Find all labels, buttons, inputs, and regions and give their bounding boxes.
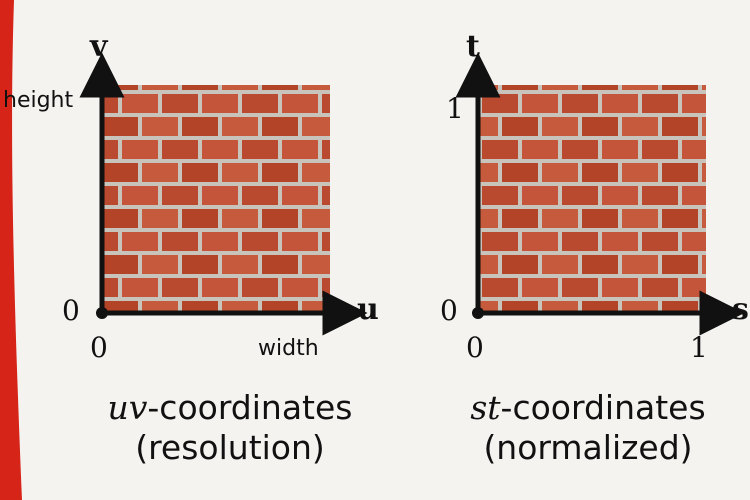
left-diagram xyxy=(79,52,368,336)
left-width-label: width xyxy=(258,336,319,361)
right-right-label: 1 xyxy=(690,331,708,364)
left-height-label: height xyxy=(3,88,74,113)
left-axis-label-u: u xyxy=(357,292,379,327)
left-brick-texture xyxy=(102,85,330,312)
right-brick-texture xyxy=(478,85,706,312)
left-caption-line2: (resolution) xyxy=(135,427,325,467)
right-caption-italic: st xyxy=(470,388,501,427)
right-diagram xyxy=(455,52,745,336)
right-caption: st-coordinates (normalized) xyxy=(438,388,738,467)
right-axis-label-t: t xyxy=(466,29,480,64)
right-origin-y-label: 0 xyxy=(440,294,458,327)
right-origin-dot xyxy=(472,307,484,319)
right-caption-line2: (normalized) xyxy=(483,427,693,467)
left-caption-rest: -coordinates xyxy=(147,388,353,427)
left-axis-label-v: v xyxy=(90,29,108,64)
right-top-label: 1 xyxy=(446,92,464,125)
left-caption-line1: uv-coordinates xyxy=(80,388,380,428)
left-caption: uv-coordinates (resolution) xyxy=(80,388,380,467)
right-caption-rest: -coordinates xyxy=(500,388,706,427)
right-caption-line1: st-coordinates xyxy=(438,388,738,428)
left-origin-y-label: 0 xyxy=(62,294,80,327)
left-caption-italic: uv xyxy=(107,388,148,427)
right-origin-x-label: 0 xyxy=(466,331,484,364)
left-origin-dot xyxy=(96,307,108,319)
right-axis-label-s: s xyxy=(732,292,749,327)
left-origin-x-label: 0 xyxy=(90,331,108,364)
red-edge-decoration xyxy=(0,0,22,500)
